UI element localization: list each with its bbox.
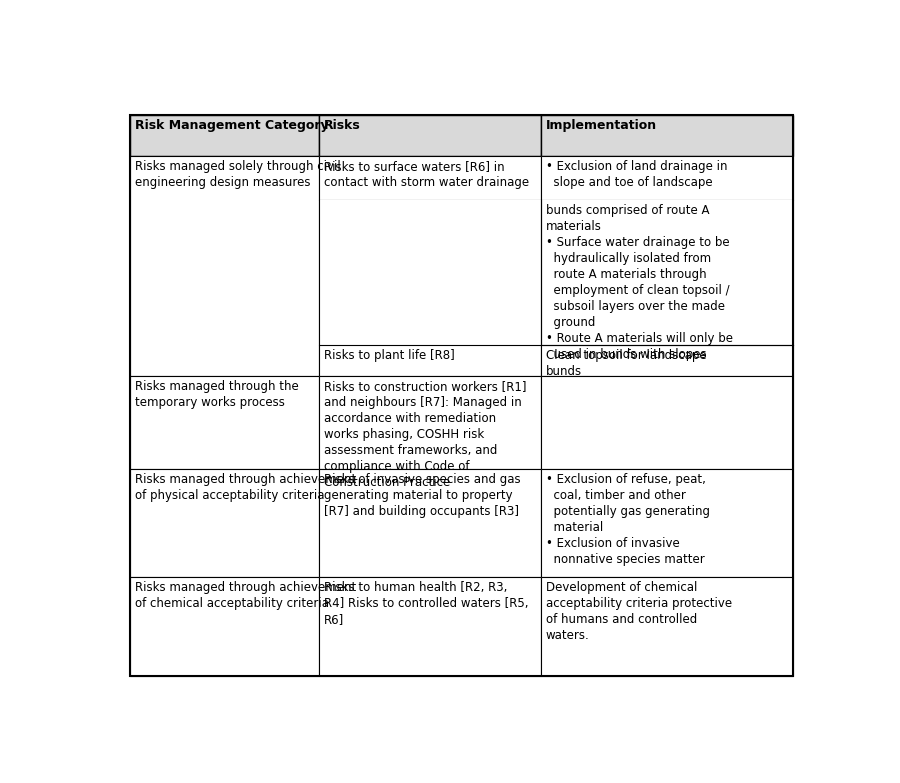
Bar <box>319 115 541 156</box>
Bar <box>541 200 793 345</box>
Bar <box>541 345 793 376</box>
Bar <box>130 115 319 156</box>
Text: Risks to surface waters [R6] in
contact with storm water drainage: Risks to surface waters [R6] in contact … <box>324 160 529 189</box>
Bar <box>130 577 319 677</box>
Bar <box>541 376 793 469</box>
Text: Risks to plant life [R8]: Risks to plant life [R8] <box>324 348 454 362</box>
Bar <box>319 345 541 376</box>
Bar <box>319 156 541 200</box>
Text: Risks managed through achievement
of physical acceptability criteria: Risks managed through achievement of phy… <box>135 474 356 503</box>
Bar <box>541 577 793 677</box>
Bar <box>319 577 541 677</box>
Bar <box>130 156 319 376</box>
Bar <box>541 115 793 156</box>
Bar <box>541 156 793 200</box>
Bar <box>319 469 541 577</box>
Text: Risks: Risks <box>324 119 360 132</box>
Bar <box>319 200 541 345</box>
Bar <box>130 469 319 577</box>
Bar <box>319 156 541 200</box>
Text: Risks of invasive species and gas
generating material to property
[R7] and build: Risks of invasive species and gas genera… <box>324 474 520 518</box>
Text: Risks managed through the
temporary works process: Risks managed through the temporary work… <box>135 380 299 409</box>
Bar <box>130 115 319 156</box>
Bar <box>541 376 793 469</box>
Text: Implementation: Implementation <box>545 119 657 132</box>
Bar <box>319 115 541 156</box>
Text: bunds comprised of route A
materials
• Surface water drainage to be
  hydraulica: bunds comprised of route A materials • S… <box>545 204 733 361</box>
Text: • Exclusion of land drainage in
  slope and toe of landscape: • Exclusion of land drainage in slope an… <box>545 160 727 189</box>
Text: Risks managed solely through civil
engineering design measures: Risks managed solely through civil engin… <box>135 160 340 189</box>
Bar <box>130 376 319 469</box>
Text: • Exclusion of refuse, peat,
  coal, timber and other
  potentially gas generati: • Exclusion of refuse, peat, coal, timbe… <box>545 474 709 566</box>
Bar <box>541 345 793 376</box>
Bar <box>319 345 541 376</box>
Text: Clean topsoil for landscape
bunds: Clean topsoil for landscape bunds <box>545 348 706 378</box>
Bar <box>319 577 541 677</box>
Bar <box>319 376 541 469</box>
Bar <box>541 156 793 200</box>
Bar <box>130 156 319 376</box>
Text: Risks to construction workers [R1]
and neighbours [R7]: Managed in
accordance wi: Risks to construction workers [R1] and n… <box>324 380 526 489</box>
Bar <box>319 469 541 577</box>
Bar <box>130 376 319 469</box>
Text: Development of chemical
acceptability criteria protective
of humans and controll: Development of chemical acceptability cr… <box>545 581 732 642</box>
Text: Risks to human health [R2, R3,
R4] Risks to controlled waters [R5,
R6]: Risks to human health [R2, R3, R4] Risks… <box>324 581 528 626</box>
Bar <box>541 115 793 156</box>
Bar <box>319 376 541 469</box>
Bar <box>130 469 319 577</box>
Text: Risk Management Category: Risk Management Category <box>135 119 328 132</box>
Bar <box>130 577 319 677</box>
Bar <box>541 469 793 577</box>
Text: Risks managed through achievement
of chemical acceptability criteria: Risks managed through achievement of che… <box>135 581 356 610</box>
Bar <box>541 469 793 577</box>
Bar <box>541 577 793 677</box>
